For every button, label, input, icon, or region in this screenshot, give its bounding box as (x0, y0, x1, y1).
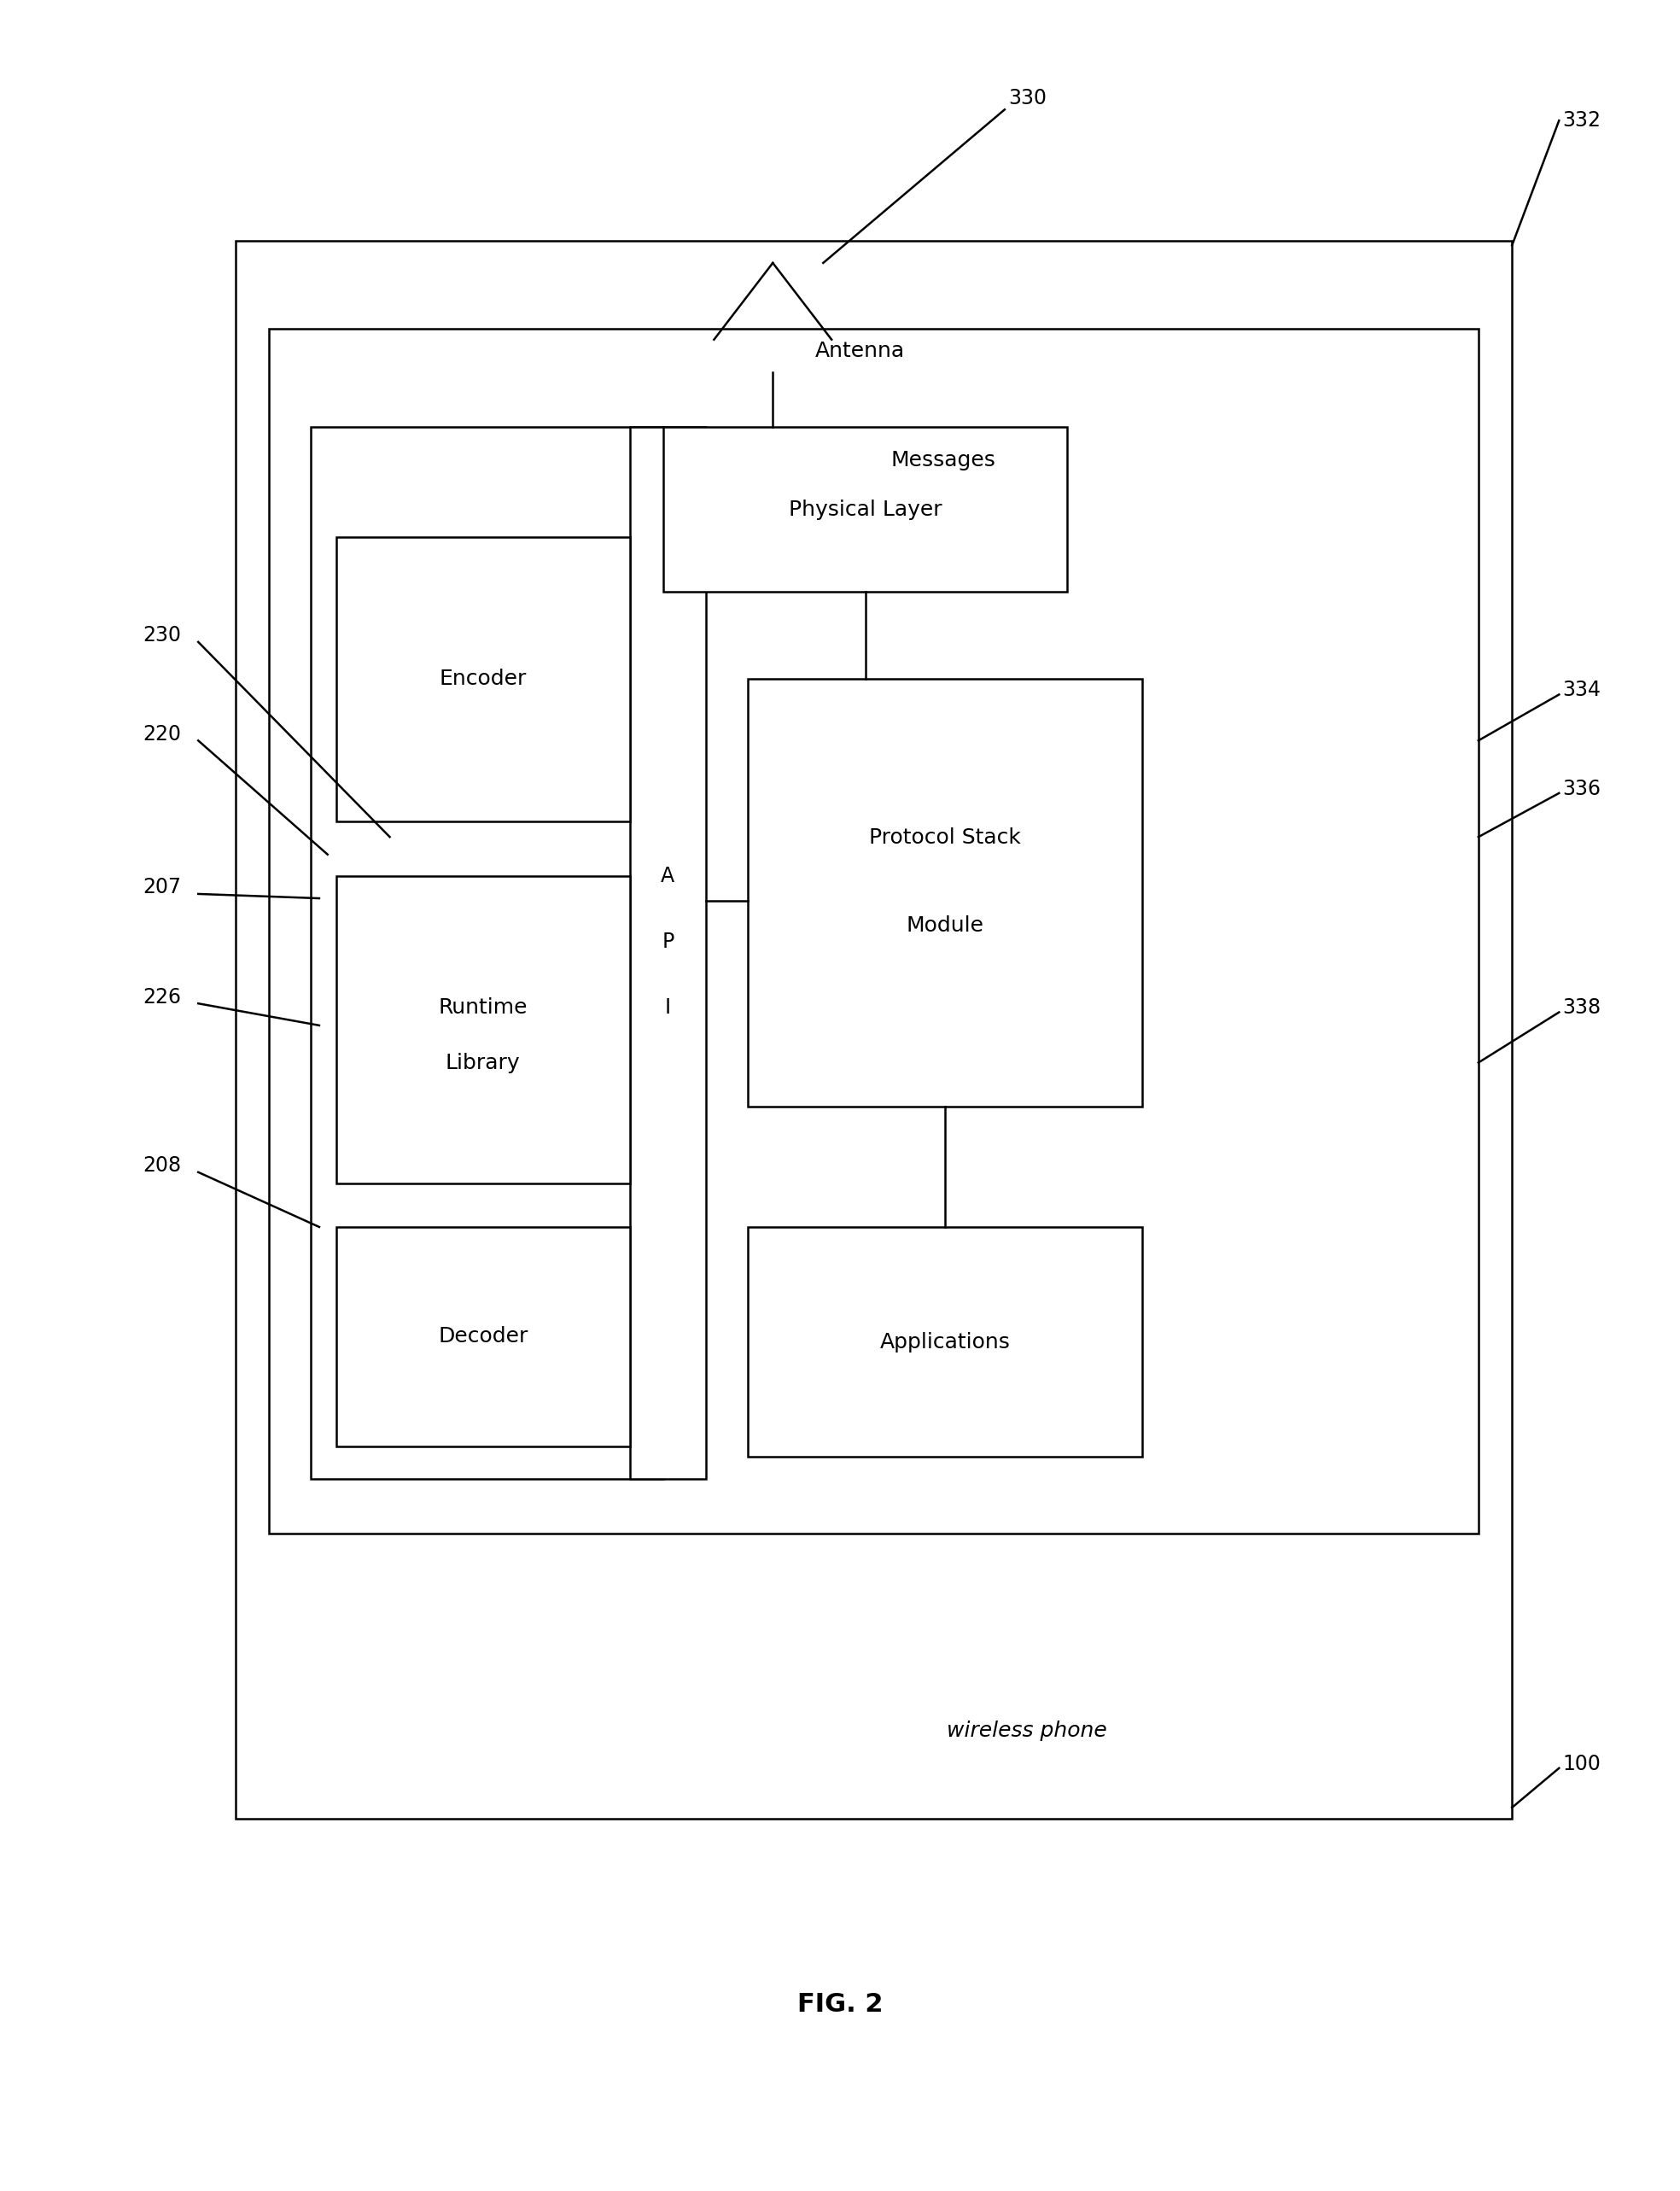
Text: Encoder: Encoder (438, 668, 528, 690)
Bar (235, 241, 1512, 1819)
Text: wireless phone: wireless phone (946, 1720, 1107, 1742)
Text: 338: 338 (1562, 997, 1601, 1019)
Text: I: I (665, 997, 670, 1019)
Text: Decoder: Decoder (438, 1326, 528, 1347)
Bar (311, 427, 664, 1479)
Text: 336: 336 (1562, 778, 1601, 800)
Bar (336, 876, 630, 1183)
Text: Physical Layer: Physical Layer (788, 500, 942, 519)
Bar (748, 1227, 1142, 1457)
Text: 332: 332 (1562, 110, 1601, 131)
Bar (336, 1227, 630, 1446)
Text: Messages: Messages (890, 449, 995, 471)
Text: 208: 208 (143, 1155, 181, 1177)
Text: 220: 220 (143, 723, 181, 745)
Bar (748, 679, 1142, 1106)
Text: FIG. 2: FIG. 2 (796, 1992, 884, 2018)
Text: Protocol Stack: Protocol Stack (869, 828, 1021, 848)
Text: 207: 207 (143, 876, 181, 898)
Text: Library: Library (445, 1052, 521, 1074)
Text: 334: 334 (1562, 679, 1601, 701)
Text: 330: 330 (1008, 88, 1047, 110)
Bar (630, 427, 706, 1479)
Text: P: P (662, 931, 674, 953)
Text: Runtime: Runtime (438, 997, 528, 1019)
Bar (336, 537, 630, 822)
Text: A: A (660, 865, 675, 887)
Text: 100: 100 (1562, 1753, 1601, 1775)
Text: 226: 226 (143, 986, 181, 1008)
Text: Antenna: Antenna (815, 340, 904, 362)
Bar (269, 329, 1478, 1534)
Text: 230: 230 (143, 624, 181, 646)
Text: Module: Module (906, 916, 984, 936)
Text: Applications: Applications (880, 1332, 1010, 1352)
Bar (664, 427, 1067, 592)
